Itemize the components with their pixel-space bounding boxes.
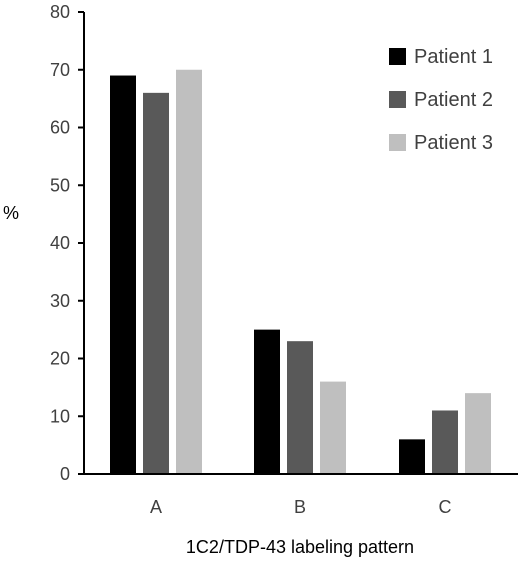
y-axis-title: %: [3, 203, 19, 223]
legend-label: Patient 1: [414, 46, 493, 68]
y-tick-label: 40: [50, 233, 70, 253]
legend-label: Patient 2: [414, 89, 493, 111]
bar-a-patient-3: [176, 69, 202, 474]
bars-group: [110, 69, 491, 475]
x-tick-label: B: [294, 497, 306, 517]
bar-b-patient-1: [254, 329, 280, 474]
legend-swatch: [389, 48, 406, 65]
bar-b-patient-3: [320, 381, 346, 474]
bar-a-patient-1: [110, 75, 136, 475]
y-tick-label: 20: [50, 349, 70, 369]
legend-swatch: [389, 134, 406, 151]
bar-c-patient-2: [432, 410, 458, 474]
x-tick-label: C: [439, 497, 452, 517]
legend: Patient 1 Patient 2 Patient 3: [389, 46, 493, 154]
bar-b-patient-2: [287, 341, 313, 474]
legend-swatch: [389, 91, 406, 108]
bar-c-patient-3: [465, 393, 491, 474]
x-ticks-group: A B C: [150, 497, 452, 517]
bar-c-patient-1: [399, 439, 425, 474]
y-tick-label: 0: [60, 464, 70, 484]
y-tick-label: 60: [50, 118, 70, 138]
y-tick-label: 30: [50, 291, 70, 311]
y-tick-label: 70: [50, 60, 70, 80]
legend-label: Patient 3: [414, 132, 493, 154]
x-tick-label: A: [150, 497, 162, 517]
bar-a-patient-2: [143, 92, 169, 474]
y-tick-label: 80: [50, 2, 70, 22]
y-ticks-group: 0 10 20 30 40 50 60 70 80: [50, 2, 84, 484]
x-axis-title: 1C2/TDP-43 labeling pattern: [186, 537, 414, 557]
y-tick-label: 10: [50, 406, 70, 426]
y-tick-label: 50: [50, 175, 70, 195]
